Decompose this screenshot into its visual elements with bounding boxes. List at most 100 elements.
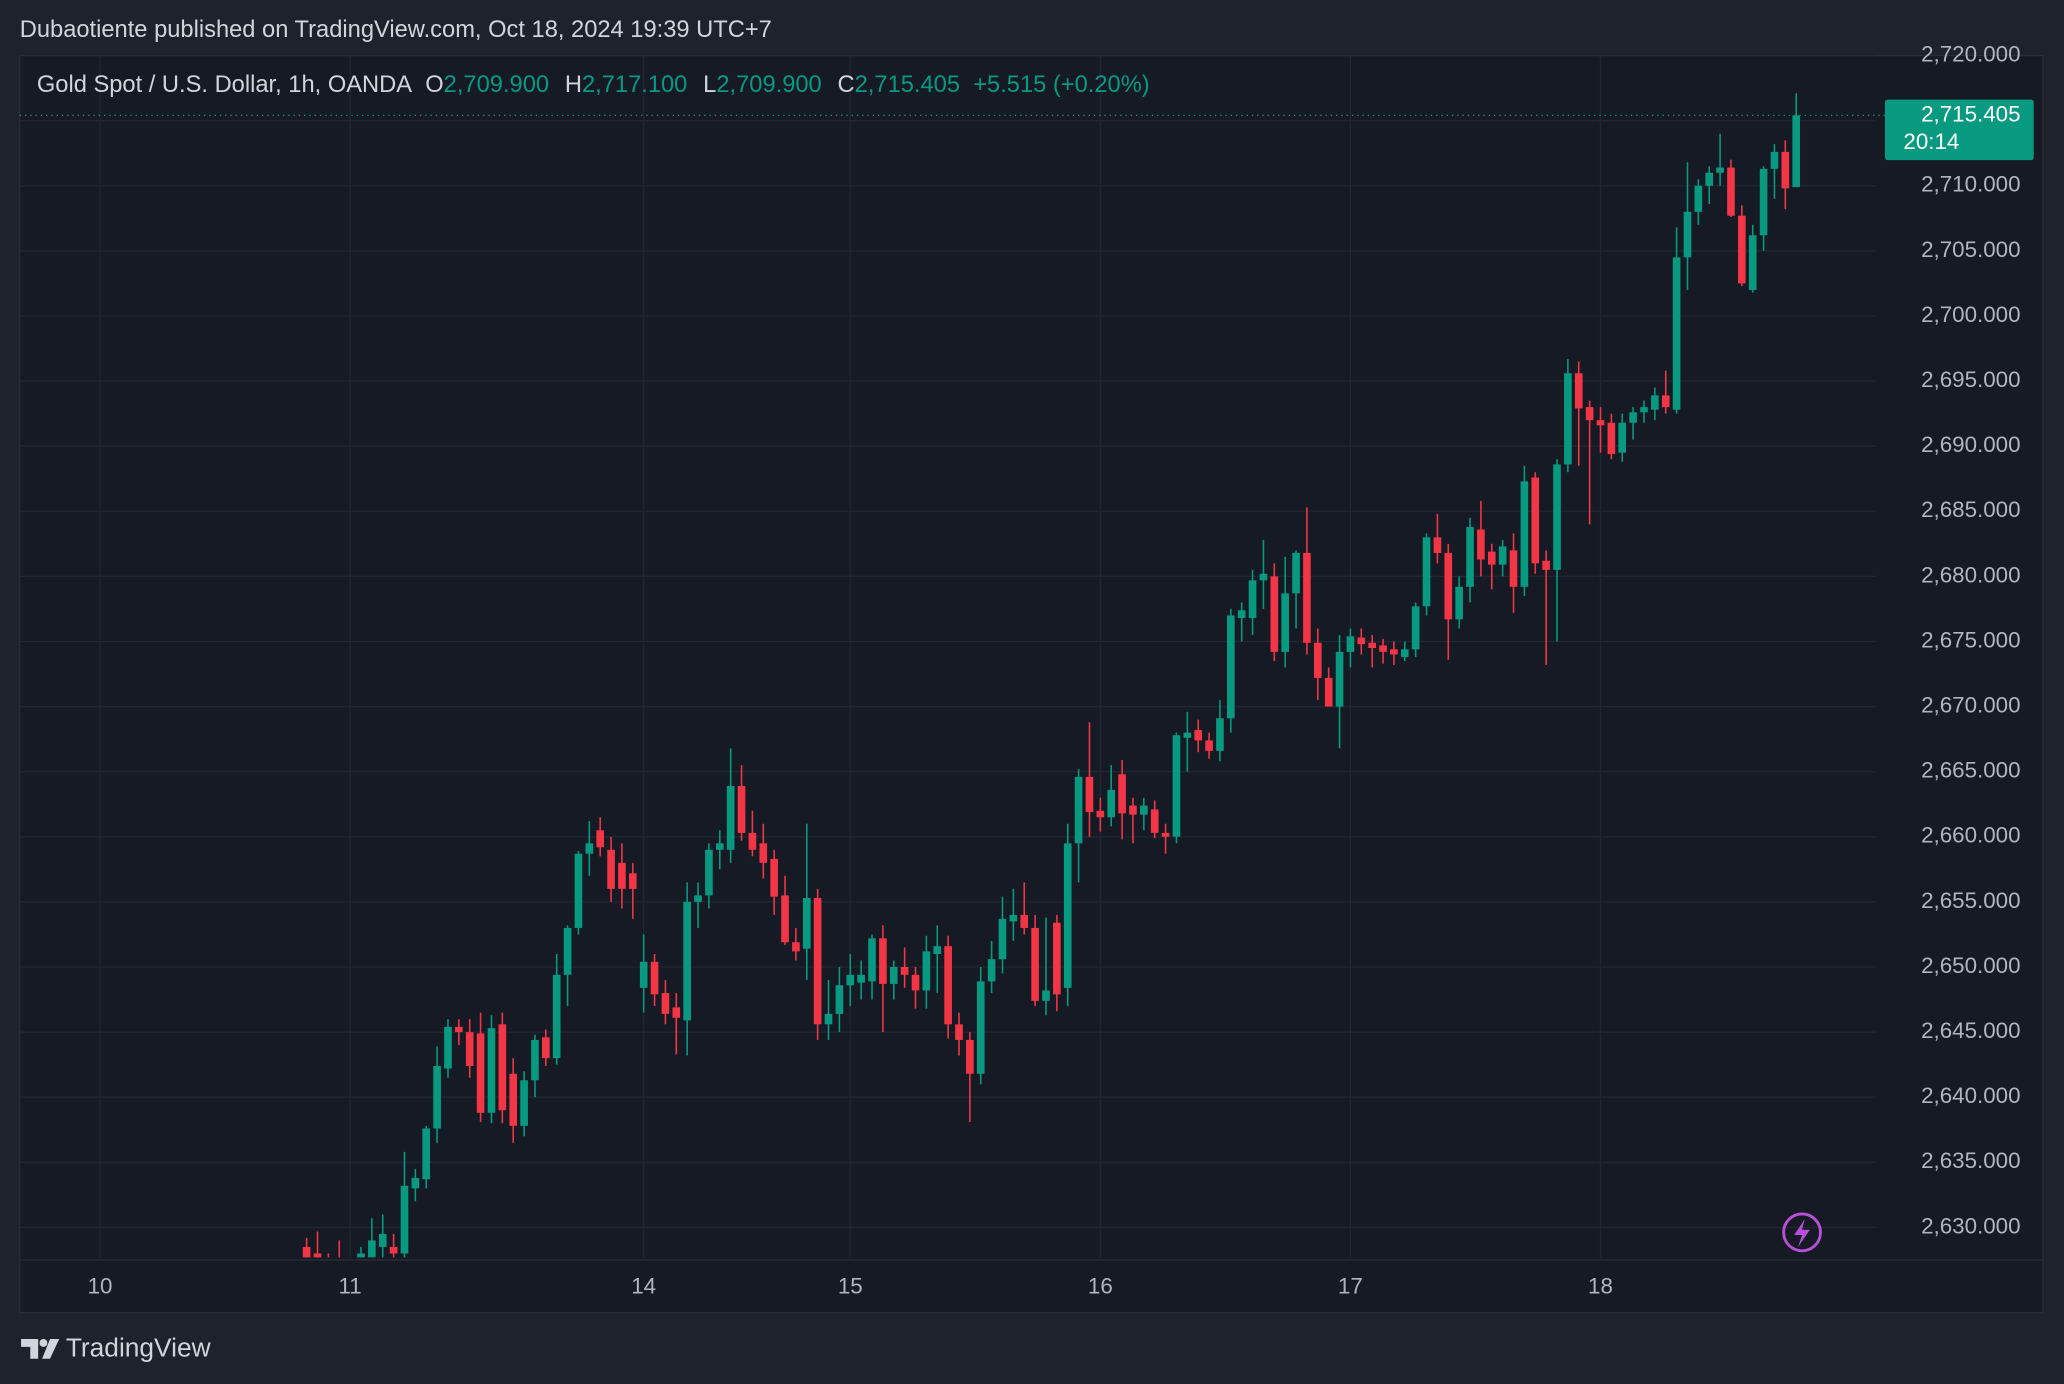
y-tick-label: 2,675.000 xyxy=(1921,627,2020,652)
candle-body xyxy=(1150,809,1159,833)
candle-body xyxy=(596,830,605,848)
candle-body xyxy=(846,974,855,986)
candle-body xyxy=(1694,185,1703,212)
candle-body xyxy=(1585,407,1594,421)
candle-body xyxy=(1042,990,1050,1001)
candle-body xyxy=(1053,922,1061,995)
tradingview-logo xyxy=(21,1338,60,1359)
candle-body xyxy=(1313,642,1322,678)
candle-body xyxy=(1009,914,1018,922)
candle-body xyxy=(1748,235,1757,290)
candle-body xyxy=(1140,805,1148,815)
candle-body xyxy=(1259,573,1268,581)
legend-key: C xyxy=(838,72,855,98)
candle-body xyxy=(1520,481,1529,587)
candle-body xyxy=(1640,407,1648,413)
candle-body xyxy=(1172,735,1181,837)
candle-body xyxy=(1716,167,1724,173)
candle-body xyxy=(661,993,670,1014)
candle-body xyxy=(1727,167,1735,216)
candle-body xyxy=(1379,645,1387,652)
candle-body xyxy=(585,843,594,854)
legend-value: 2,717.100 xyxy=(582,72,687,98)
candle-body xyxy=(715,843,724,850)
legend-value: 2,709.900 xyxy=(444,72,549,98)
candle-body xyxy=(618,862,626,889)
legend-key: L xyxy=(703,72,716,98)
legend-change: +5.515 (+0.20%) xyxy=(973,72,1149,98)
y-tick-label: 2,645.000 xyxy=(1921,1018,2020,1043)
grid xyxy=(19,55,1876,1258)
y-tick-label: 2,695.000 xyxy=(1921,367,2020,392)
y-tick-label: 2,650.000 xyxy=(1921,953,2020,978)
candle-body xyxy=(1477,529,1485,560)
candle-body xyxy=(1063,843,1072,988)
footer-brand: TradingView xyxy=(66,1332,212,1362)
candle-body xyxy=(813,897,822,1025)
candle-body xyxy=(1542,560,1550,570)
x-tick-label: 14 xyxy=(631,1274,656,1299)
candle-body xyxy=(1074,776,1083,844)
candle-body xyxy=(1661,395,1670,408)
candle-body xyxy=(737,786,746,833)
candle-body xyxy=(781,895,789,943)
candle-body xyxy=(313,1253,322,1258)
candle-body xyxy=(455,1026,463,1033)
candle-body xyxy=(1335,651,1344,707)
candle-body xyxy=(498,1024,507,1111)
publish-info: Dubaotiente published on TradingView.com… xyxy=(20,17,772,43)
candle-body xyxy=(1161,832,1170,837)
candle-body xyxy=(1216,718,1224,751)
price-label: 2,715.405 xyxy=(1921,101,2020,126)
candle-body xyxy=(705,849,713,896)
candle-body xyxy=(1759,168,1768,236)
candle-body xyxy=(1618,422,1627,453)
candle-body xyxy=(574,853,583,928)
candle-body xyxy=(1270,576,1279,652)
candle-body xyxy=(433,1065,441,1129)
candle-body xyxy=(835,985,844,1014)
y-tick-label: 2,705.000 xyxy=(1921,237,2020,262)
candle-body xyxy=(531,1039,539,1081)
candle-body xyxy=(1205,740,1213,751)
chart-panel xyxy=(19,54,2044,1314)
y-tick-label: 2,720.000 xyxy=(1921,41,2020,66)
candle-body xyxy=(1422,537,1431,607)
candle-body xyxy=(792,942,800,952)
legend-key: O xyxy=(425,72,443,98)
candle-body xyxy=(302,1246,311,1258)
price-label-box xyxy=(1884,99,2034,161)
candle-body xyxy=(563,927,572,975)
price-countdown: 20:14 xyxy=(1903,129,1959,154)
candle-body xyxy=(1792,115,1801,188)
candle-body xyxy=(672,1007,681,1018)
candle-body xyxy=(1531,477,1540,564)
candle-body xyxy=(1607,422,1616,454)
candle-body xyxy=(1455,586,1463,620)
candle-body xyxy=(1248,580,1257,619)
candle-body xyxy=(411,1177,420,1189)
candle-body xyxy=(509,1073,518,1126)
candle-body xyxy=(1509,550,1518,587)
candle-body xyxy=(879,938,887,984)
candle-body xyxy=(639,961,648,988)
candles xyxy=(302,93,1801,1258)
candle-body xyxy=(1129,805,1137,815)
candle-body xyxy=(1303,552,1311,643)
candle-body xyxy=(1227,615,1235,719)
x-tick-label: 10 xyxy=(88,1274,113,1299)
lightning-icon xyxy=(1782,1212,1822,1253)
candle-body xyxy=(683,901,691,1021)
candle-body xyxy=(465,1032,474,1066)
candle-body xyxy=(607,849,615,889)
x-tick-label: 17 xyxy=(1338,1274,1363,1299)
y-tick-label: 2,670.000 xyxy=(1921,692,2020,717)
candle-body xyxy=(357,1253,365,1258)
candle-body xyxy=(1400,649,1409,658)
candle-body xyxy=(933,946,942,954)
candle-body xyxy=(726,786,735,850)
x-tick-label: 11 xyxy=(339,1274,362,1299)
y-tick-label: 2,680.000 xyxy=(1921,562,2020,587)
